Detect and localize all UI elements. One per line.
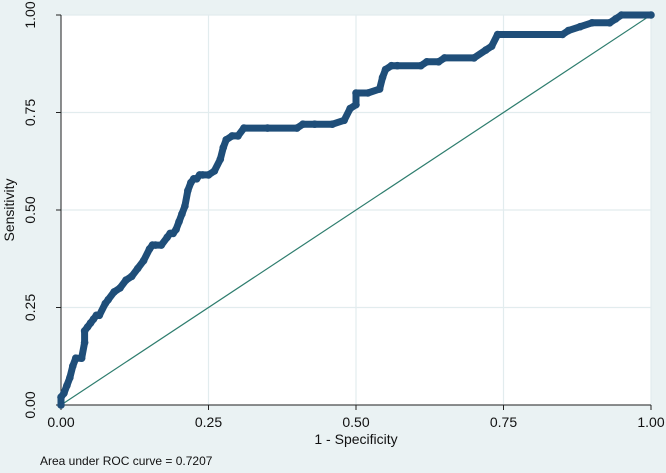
roc-point [133, 264, 142, 273]
roc-point [493, 30, 502, 39]
y-tick-label: 0.75 [22, 99, 38, 126]
roc-point [198, 171, 207, 179]
roc-point [576, 22, 584, 31]
roc-point [482, 46, 490, 54]
roc-point [470, 54, 478, 62]
roc-point [172, 225, 180, 234]
roc-point [128, 272, 136, 281]
roc-point [69, 362, 77, 370]
roc-point [617, 11, 626, 19]
roc-point [381, 65, 390, 74]
y-tick-label: 0.50 [22, 196, 38, 223]
roc-point [66, 373, 74, 382]
roc-point [234, 132, 242, 140]
roc-point [364, 89, 372, 97]
roc-point [95, 311, 104, 320]
roc-point [228, 132, 236, 140]
x-tick-label: 1.00 [637, 414, 664, 430]
y-ticks: 0.00 0.25 0.50 0.75 1.00 [22, 1, 61, 419]
roc-point [204, 171, 213, 179]
roc-point [487, 42, 496, 50]
roc-point [219, 143, 228, 152]
roc-point [423, 58, 431, 66]
roc-point [210, 167, 219, 175]
roc-point [104, 295, 112, 304]
roc-point [216, 155, 225, 164]
roc-point [57, 401, 65, 409]
roc-point [122, 276, 130, 285]
roc-point [184, 186, 192, 195]
roc-point [175, 217, 183, 226]
roc-point [222, 136, 230, 144]
series [57, 11, 655, 409]
x-ticks: 0.00 0.25 0.50 0.75 1.00 [47, 405, 665, 430]
roc-point [299, 120, 307, 128]
roc-point [647, 11, 655, 19]
reference-line [60, 14, 652, 406]
roc-point [310, 120, 319, 128]
roc-point [417, 61, 425, 70]
x-tick-label: 0.75 [490, 414, 517, 430]
auc-annotation: Area under ROC curve = 0.7207 [40, 454, 213, 468]
roc-point [328, 120, 337, 128]
roc-point [352, 100, 360, 109]
x-tick-label: 0.25 [195, 414, 222, 430]
roc-point [77, 354, 86, 363]
roc-point [340, 116, 349, 125]
roc-point [181, 202, 189, 210]
y-tick-label: 1.00 [22, 1, 38, 28]
roc-point [263, 124, 272, 132]
roc-point [375, 85, 384, 93]
roc-point [80, 338, 89, 347]
roc-point [60, 389, 68, 398]
roc-point [588, 19, 596, 27]
x-tick-label: 0.00 [47, 414, 74, 430]
y-tick-label: 0.25 [22, 294, 38, 321]
roc-point [116, 284, 124, 292]
roc-point [139, 256, 148, 265]
roc-point [293, 124, 301, 132]
x-tick-label: 0.50 [342, 414, 369, 430]
roc-point [352, 89, 360, 97]
roc-point [434, 58, 443, 66]
y-tick-label: 0.00 [22, 391, 38, 418]
y-axis-title: Sensitivity [1, 178, 17, 241]
roc-point [178, 210, 186, 218]
roc-point [440, 54, 449, 62]
roc-point [558, 30, 567, 39]
roc-point [393, 61, 402, 70]
roc-point [346, 104, 354, 113]
roc-point [63, 381, 71, 390]
roc-point [240, 124, 248, 132]
roc-point [387, 61, 396, 70]
roc-point [157, 241, 166, 249]
roc-point [611, 15, 620, 23]
roc-point [605, 19, 614, 27]
roc-point [564, 26, 573, 35]
roc-point [110, 288, 118, 296]
roc-point [151, 241, 160, 249]
roc-point [71, 354, 80, 363]
x-axis-title: 1 - Specificity [314, 431, 397, 447]
roc-point [378, 73, 387, 82]
